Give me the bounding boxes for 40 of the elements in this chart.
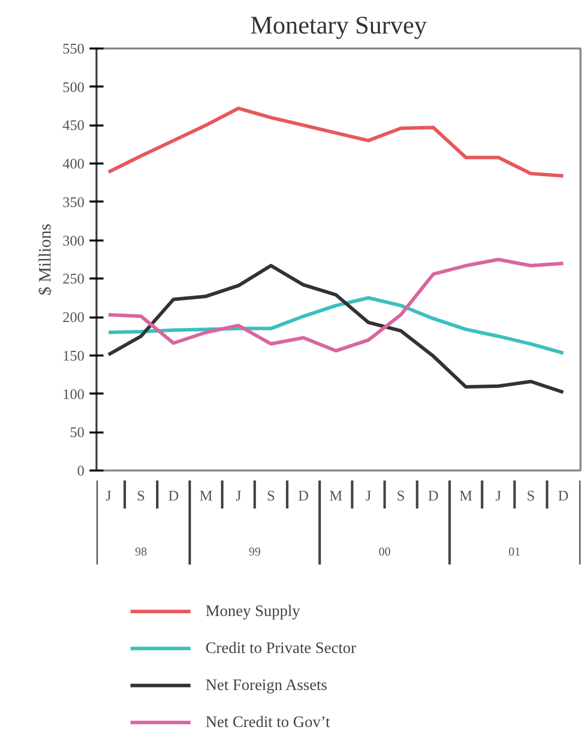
text: 01 (508, 544, 521, 558)
y-tick-label: 200 (62, 310, 84, 326)
x-tick-label: S (526, 488, 535, 504)
x-tick-label: S (136, 488, 146, 504)
line-series (106, 264, 566, 394)
legend-label: Net Foreign Assets (206, 677, 328, 694)
x-tick-label: D (558, 488, 569, 504)
x-tick-label: M (199, 488, 212, 504)
legend-label: Credit to Private Sector (206, 640, 357, 657)
x-tick-label: D (298, 488, 309, 504)
y-tick-label: 50 (70, 425, 84, 442)
text: 98 (135, 544, 147, 558)
text: 99 (248, 544, 261, 558)
y-tick-label: 100 (62, 386, 84, 403)
x-tick-label: D (428, 488, 439, 504)
x-tick-label: D (168, 488, 179, 504)
x-tick-label: J (366, 488, 372, 504)
x-tick-label: J (236, 488, 242, 504)
y-tick-label: 0 (77, 464, 84, 480)
y-tick-label: 150 (62, 348, 84, 364)
y-tick-label: 500 (62, 80, 84, 96)
x-tick-label: S (396, 488, 405, 504)
y-axis-title: $ Millions (36, 223, 55, 296)
legend-label: Net Credit to Gov’t (206, 714, 331, 731)
x-tick-label: J (495, 488, 502, 504)
y-tick-label: 400 (62, 156, 84, 173)
y-tick-label: 550 (62, 42, 84, 58)
x-tick-label: M (329, 488, 342, 504)
line-series (106, 106, 566, 178)
y-tick-label: 350 (62, 194, 84, 211)
y-tick-label: 300 (62, 233, 84, 250)
chart-title: Monetary Survey (250, 12, 428, 40)
x-tick-label: S (266, 488, 276, 504)
line-series (106, 258, 566, 353)
y-tick-label: 450 (62, 118, 84, 134)
text: 00 (378, 544, 391, 558)
x-tick-label: J (106, 488, 112, 504)
y-tick-label: 250 (62, 272, 84, 288)
x-tick-label: M (459, 488, 472, 504)
legend-label: Money Supply (206, 603, 300, 620)
